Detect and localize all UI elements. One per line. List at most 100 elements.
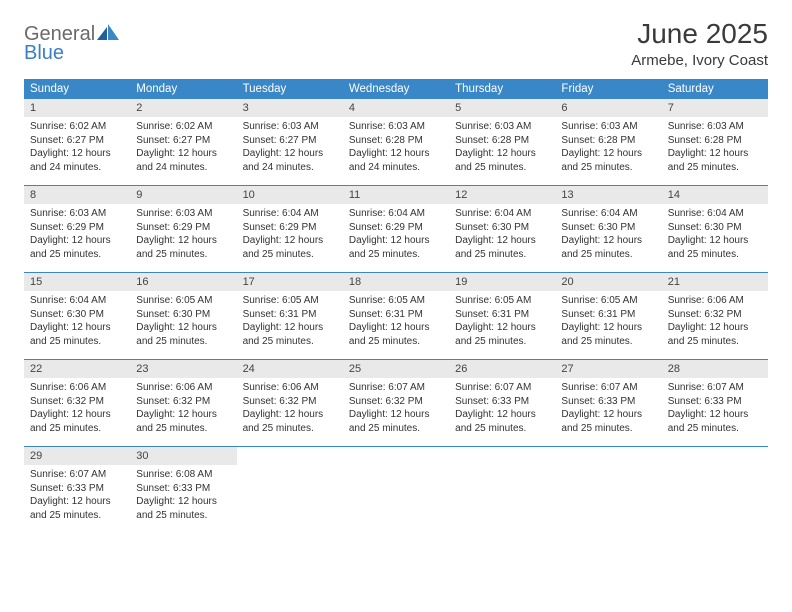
day-number: 20 — [555, 273, 661, 291]
daylight-line2: and 25 minutes. — [455, 422, 549, 436]
logo: General Blue — [24, 18, 119, 63]
logo-sail-icon — [97, 23, 119, 45]
sunrise-text: Sunrise: 6:04 AM — [30, 294, 124, 308]
sunset-text: Sunset: 6:33 PM — [455, 395, 549, 409]
day-header-wednesday: Wednesday — [343, 79, 449, 99]
day-body: Sunrise: 6:07 AMSunset: 6:33 PMDaylight:… — [449, 378, 555, 439]
day-body: Sunrise: 6:07 AMSunset: 6:33 PMDaylight:… — [555, 378, 661, 439]
daylight-line1: Daylight: 12 hours — [243, 321, 337, 335]
daylight-line1: Daylight: 12 hours — [668, 408, 762, 422]
daylight-line1: Daylight: 12 hours — [561, 408, 655, 422]
sunset-text: Sunset: 6:32 PM — [30, 395, 124, 409]
sunset-text: Sunset: 6:31 PM — [349, 308, 443, 322]
day-number: 24 — [237, 360, 343, 378]
day-body: Sunrise: 6:03 AMSunset: 6:29 PMDaylight:… — [24, 204, 130, 265]
daylight-line1: Daylight: 12 hours — [243, 234, 337, 248]
day-number: 28 — [662, 360, 768, 378]
sunrise-text: Sunrise: 6:04 AM — [455, 207, 549, 221]
sunrise-text: Sunrise: 6:05 AM — [136, 294, 230, 308]
sunrise-text: Sunrise: 6:04 AM — [668, 207, 762, 221]
logo-blue-text: Blue — [24, 42, 64, 64]
day-cell: 19Sunrise: 6:05 AMSunset: 6:31 PMDayligh… — [449, 273, 555, 359]
sunrise-text: Sunrise: 6:04 AM — [561, 207, 655, 221]
day-number: 18 — [343, 273, 449, 291]
sunrise-text: Sunrise: 6:05 AM — [243, 294, 337, 308]
day-number: 22 — [24, 360, 130, 378]
sunset-text: Sunset: 6:27 PM — [30, 134, 124, 148]
day-header-friday: Friday — [555, 79, 661, 99]
sunset-text: Sunset: 6:30 PM — [455, 221, 549, 235]
sunset-text: Sunset: 6:28 PM — [668, 134, 762, 148]
daylight-line1: Daylight: 12 hours — [668, 234, 762, 248]
day-header-saturday: Saturday — [662, 79, 768, 99]
week-row: 22Sunrise: 6:06 AMSunset: 6:32 PMDayligh… — [24, 359, 768, 446]
sunset-text: Sunset: 6:29 PM — [136, 221, 230, 235]
day-cell: 21Sunrise: 6:06 AMSunset: 6:32 PMDayligh… — [662, 273, 768, 359]
daylight-line1: Daylight: 12 hours — [30, 321, 124, 335]
sunrise-text: Sunrise: 6:04 AM — [349, 207, 443, 221]
sunrise-text: Sunrise: 6:03 AM — [136, 207, 230, 221]
day-number: 2 — [130, 99, 236, 117]
day-body: Sunrise: 6:04 AMSunset: 6:29 PMDaylight:… — [237, 204, 343, 265]
daylight-line2: and 25 minutes. — [561, 422, 655, 436]
daylight-line1: Daylight: 12 hours — [30, 495, 124, 509]
daylight-line1: Daylight: 12 hours — [668, 321, 762, 335]
week-row: 8Sunrise: 6:03 AMSunset: 6:29 PMDaylight… — [24, 185, 768, 272]
day-body: Sunrise: 6:02 AMSunset: 6:27 PMDaylight:… — [130, 117, 236, 178]
header: General Blue June 2025 Armebe, Ivory Coa… — [24, 18, 768, 69]
day-number: 17 — [237, 273, 343, 291]
sunset-text: Sunset: 6:27 PM — [136, 134, 230, 148]
daylight-line2: and 25 minutes. — [455, 161, 549, 175]
sunset-text: Sunset: 6:28 PM — [349, 134, 443, 148]
empty-cell — [449, 447, 555, 533]
day-body: Sunrise: 6:04 AMSunset: 6:30 PMDaylight:… — [24, 291, 130, 352]
day-number: 12 — [449, 186, 555, 204]
day-cell: 22Sunrise: 6:06 AMSunset: 6:32 PMDayligh… — [24, 360, 130, 446]
week-row: 29Sunrise: 6:07 AMSunset: 6:33 PMDayligh… — [24, 446, 768, 533]
daylight-line2: and 25 minutes. — [561, 335, 655, 349]
day-number: 15 — [24, 273, 130, 291]
day-header-row: Sunday Monday Tuesday Wednesday Thursday… — [24, 79, 768, 99]
day-header-monday: Monday — [130, 79, 236, 99]
sunrise-text: Sunrise: 6:03 AM — [668, 120, 762, 134]
daylight-line2: and 25 minutes. — [668, 335, 762, 349]
daylight-line2: and 25 minutes. — [349, 248, 443, 262]
day-header-sunday: Sunday — [24, 79, 130, 99]
day-cell: 23Sunrise: 6:06 AMSunset: 6:32 PMDayligh… — [130, 360, 236, 446]
daylight-line2: and 25 minutes. — [30, 335, 124, 349]
day-body: Sunrise: 6:03 AMSunset: 6:29 PMDaylight:… — [130, 204, 236, 265]
daylight-line2: and 25 minutes. — [136, 335, 230, 349]
daylight-line2: and 24 minutes. — [136, 161, 230, 175]
sunset-text: Sunset: 6:30 PM — [30, 308, 124, 322]
daylight-line2: and 25 minutes. — [668, 422, 762, 436]
location-text: Armebe, Ivory Coast — [631, 52, 768, 69]
day-number: 9 — [130, 186, 236, 204]
day-body: Sunrise: 6:05 AMSunset: 6:31 PMDaylight:… — [555, 291, 661, 352]
daylight-line1: Daylight: 12 hours — [136, 495, 230, 509]
day-body: Sunrise: 6:07 AMSunset: 6:32 PMDaylight:… — [343, 378, 449, 439]
daylight-line2: and 25 minutes. — [136, 248, 230, 262]
sunrise-text: Sunrise: 6:03 AM — [561, 120, 655, 134]
sunset-text: Sunset: 6:33 PM — [136, 482, 230, 496]
day-number: 5 — [449, 99, 555, 117]
sunrise-text: Sunrise: 6:03 AM — [349, 120, 443, 134]
day-cell: 24Sunrise: 6:06 AMSunset: 6:32 PMDayligh… — [237, 360, 343, 446]
day-body: Sunrise: 6:05 AMSunset: 6:31 PMDaylight:… — [343, 291, 449, 352]
day-body: Sunrise: 6:03 AMSunset: 6:27 PMDaylight:… — [237, 117, 343, 178]
daylight-line2: and 25 minutes. — [243, 335, 337, 349]
logo-text: General Blue — [24, 24, 119, 63]
daylight-line1: Daylight: 12 hours — [349, 408, 443, 422]
sunset-text: Sunset: 6:30 PM — [561, 221, 655, 235]
day-cell: 26Sunrise: 6:07 AMSunset: 6:33 PMDayligh… — [449, 360, 555, 446]
daylight-line2: and 25 minutes. — [561, 161, 655, 175]
day-number: 21 — [662, 273, 768, 291]
sunrise-text: Sunrise: 6:04 AM — [243, 207, 337, 221]
daylight-line2: and 24 minutes. — [30, 161, 124, 175]
daylight-line2: and 25 minutes. — [30, 248, 124, 262]
day-body: Sunrise: 6:03 AMSunset: 6:28 PMDaylight:… — [662, 117, 768, 178]
title-block: June 2025 Armebe, Ivory Coast — [631, 18, 768, 69]
daylight-line2: and 24 minutes. — [349, 161, 443, 175]
sunset-text: Sunset: 6:28 PM — [561, 134, 655, 148]
day-cell: 12Sunrise: 6:04 AMSunset: 6:30 PMDayligh… — [449, 186, 555, 272]
sunset-text: Sunset: 6:32 PM — [243, 395, 337, 409]
